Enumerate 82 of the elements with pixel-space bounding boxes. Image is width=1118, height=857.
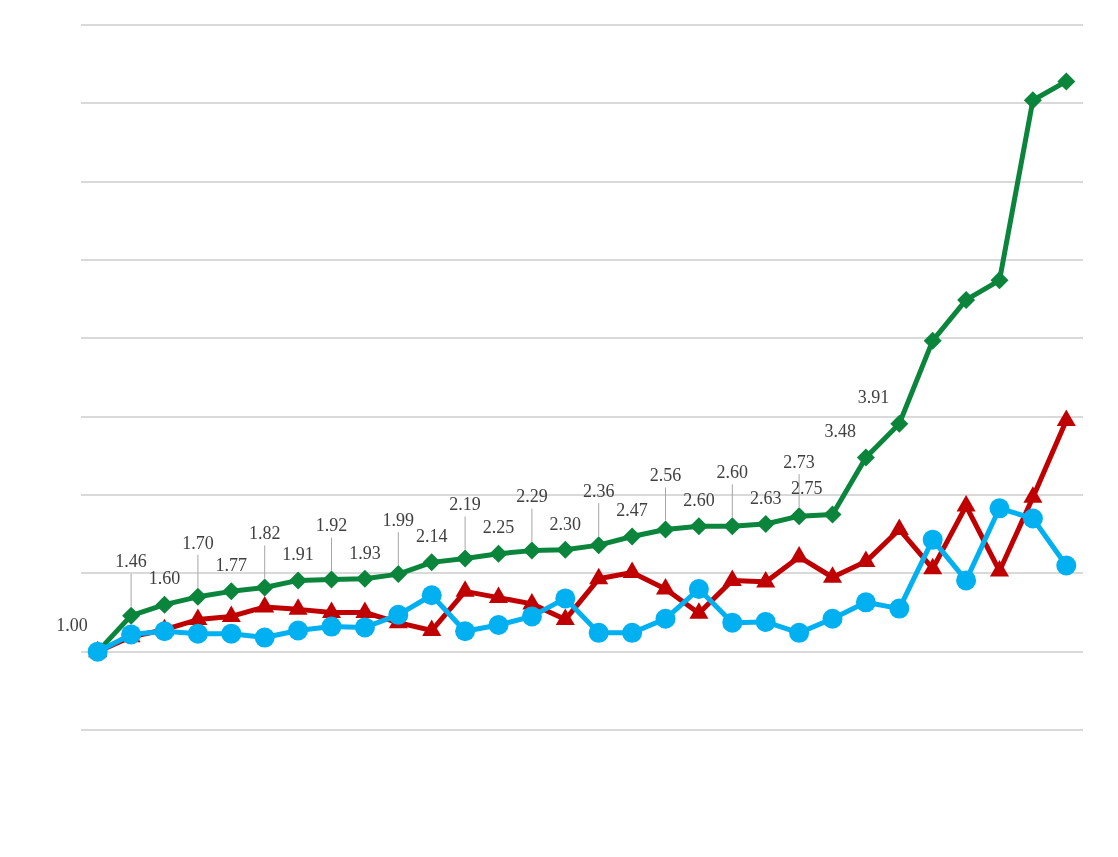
data-label: 1.91 <box>282 544 314 565</box>
point <box>822 608 843 629</box>
data-label: 2.36 <box>582 480 615 501</box>
data-label: 2.63 <box>749 487 782 508</box>
data-label: 2.60 <box>716 462 749 483</box>
point <box>288 620 309 641</box>
point <box>990 271 1009 290</box>
point <box>622 622 643 643</box>
data-label: 2.75 <box>791 478 823 499</box>
point <box>922 529 943 550</box>
point <box>456 549 475 568</box>
point <box>589 536 608 555</box>
data-label: 1.77 <box>215 555 248 576</box>
data-label: 3.48 <box>824 421 856 442</box>
data-label: 1.00 <box>56 615 88 636</box>
point <box>623 527 642 546</box>
data-label: 1.93 <box>349 542 381 563</box>
data-label: 2.73 <box>783 451 815 472</box>
point <box>688 579 709 599</box>
point <box>956 570 977 591</box>
point <box>923 331 942 350</box>
point <box>421 585 442 606</box>
point <box>722 612 743 633</box>
point <box>556 540 575 559</box>
point <box>957 290 976 309</box>
point <box>723 517 742 536</box>
point <box>388 604 409 625</box>
point <box>856 448 875 467</box>
point <box>455 621 476 642</box>
point <box>756 514 775 533</box>
point <box>321 616 342 637</box>
data-label: 1.60 <box>148 568 181 589</box>
point <box>1056 555 1077 576</box>
point <box>154 621 175 642</box>
point <box>354 617 375 638</box>
point <box>1057 72 1076 91</box>
point <box>755 611 776 632</box>
point <box>322 570 341 589</box>
point <box>488 615 509 636</box>
point <box>188 587 207 606</box>
data-label: 1.82 <box>248 523 281 544</box>
point <box>889 598 910 619</box>
point <box>254 627 275 648</box>
data-label: 2.60 <box>683 490 715 511</box>
data-label: 2.29 <box>516 486 548 507</box>
data-label: 2.56 <box>649 465 682 486</box>
data-label: 2.25 <box>482 517 515 538</box>
data-label: 1.46 <box>115 551 147 572</box>
point <box>389 565 408 584</box>
point <box>555 588 576 609</box>
point <box>789 622 810 643</box>
point <box>989 498 1010 519</box>
point <box>355 569 374 588</box>
point <box>890 414 909 433</box>
data-label: 1.99 <box>382 509 415 530</box>
point <box>289 571 308 590</box>
data-label: 2.30 <box>549 513 582 534</box>
data-label: 2.14 <box>415 526 448 547</box>
point <box>689 517 708 536</box>
point <box>855 592 876 613</box>
data-label: 3.91 <box>857 387 890 408</box>
point <box>122 606 141 625</box>
data-label: 1.70 <box>182 532 214 553</box>
point <box>656 520 675 539</box>
point <box>588 622 609 643</box>
data-label: 1.92 <box>315 515 348 536</box>
data-label: 2.19 <box>449 494 481 515</box>
point <box>790 507 809 526</box>
point <box>221 623 242 644</box>
point <box>1023 91 1042 110</box>
point <box>187 623 208 644</box>
point <box>655 608 676 629</box>
point <box>422 553 441 572</box>
point <box>1022 508 1043 529</box>
point <box>521 606 542 627</box>
point <box>522 541 541 560</box>
point <box>222 582 241 601</box>
point <box>255 578 274 597</box>
point <box>155 595 174 614</box>
data-label: 2.47 <box>616 500 648 521</box>
point <box>823 505 842 524</box>
point <box>489 544 508 563</box>
